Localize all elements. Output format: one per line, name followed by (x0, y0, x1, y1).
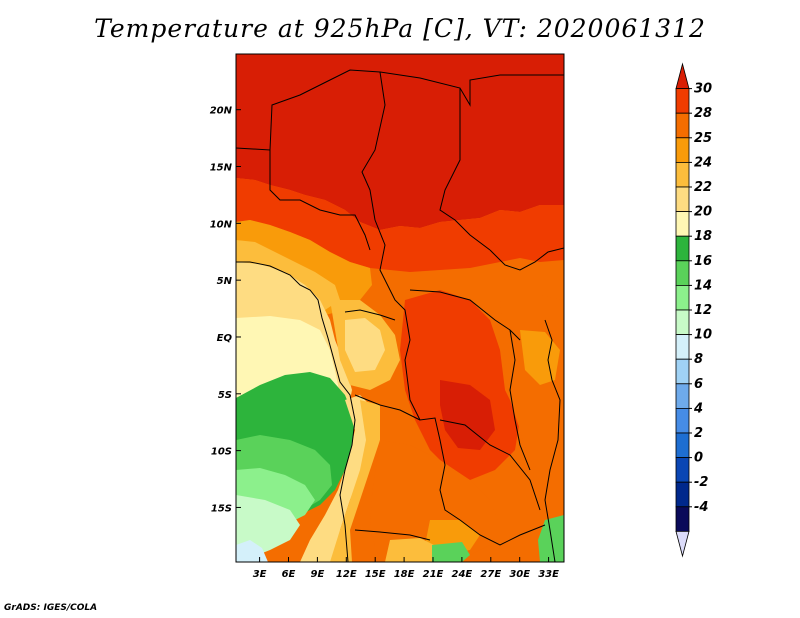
colorbar-label: 14 (694, 278, 712, 293)
colorbar-label: 10 (694, 328, 712, 343)
lon-tick-label: 18E (394, 569, 415, 580)
colorbar-label: 8 (694, 352, 703, 367)
colorbar-label: 24 (694, 155, 712, 170)
map-frame (235, 53, 565, 563)
colorbar-label: 28 (694, 106, 712, 121)
colorbar-swatch (675, 284, 690, 311)
colorbar-label: 22 (694, 180, 712, 195)
lat-tick-label: 15N (210, 163, 233, 174)
colorbar-swatch (675, 358, 690, 385)
colorbar-label: 4 (693, 401, 703, 416)
colorbar-label: 0 (694, 451, 703, 466)
lat-tick-label: 10S (211, 447, 232, 458)
lat-tick-label: 5N (217, 276, 233, 287)
colorbar-label: 16 (694, 254, 712, 269)
lon-tick-label: 9E (310, 569, 324, 580)
map-title: Temperature at 925hPa [C], VT: 202006131… (94, 14, 706, 43)
colorbar-swatch (675, 432, 690, 459)
lon-tick-label: 30E (509, 569, 530, 580)
colorbar-label: -2 (694, 475, 708, 490)
colorbar-swatch (675, 88, 690, 114)
colorbar-swatch (675, 186, 690, 213)
colorbar-label: 25 (694, 131, 712, 146)
colorbar-swatch (675, 407, 690, 434)
colorbar-swatch (675, 531, 690, 558)
colorbar-swatch (675, 309, 690, 336)
lon-tick-label: 15E (365, 569, 386, 580)
lon-tick-label: 3E (253, 569, 267, 580)
lat-tick-label: 20N (210, 106, 233, 117)
colorbar-swatch (675, 383, 690, 409)
colorbar-swatch (675, 506, 690, 532)
colorbar-label: -4 (694, 500, 708, 515)
lon-tick-label: 12E (336, 569, 357, 580)
lat-tick-label: 5S (218, 390, 232, 401)
temperature-field (236, 54, 564, 562)
colorbar-label: 12 (694, 303, 712, 318)
lat-tick-label: 10N (210, 219, 233, 230)
latitude-ticks: 20N 15N 10N 5N EQ 5S 10S 15S (210, 106, 241, 514)
colorbar-swatch (675, 334, 690, 360)
colorbar-label: 18 (694, 229, 712, 244)
colorbar-label: 20 (694, 205, 712, 220)
longitude-ticks: 3E 6E 9E 12E 15E 18E 21E 24E 27E 30E 33E (253, 557, 559, 580)
colorbar-swatch (675, 161, 690, 188)
lat-tick-label: EQ (217, 333, 233, 344)
colorbar-swatch (675, 62, 690, 89)
credit-label: GrADS: IGES/COLA (4, 603, 98, 613)
colorbar-label: 2 (694, 426, 703, 441)
colorbar-swatch (675, 260, 690, 286)
lon-tick-label: 27E (480, 569, 501, 580)
colorbar-swatch (675, 211, 690, 237)
lon-tick-label: 24E (452, 569, 473, 580)
colorbar-swatch (675, 235, 690, 262)
colorbar-swatch (675, 457, 690, 483)
colorbar-label: 30 (694, 82, 712, 97)
country-borders (236, 69, 564, 562)
lon-tick-label: 33E (538, 569, 559, 580)
colorbar-label: 6 (694, 377, 703, 392)
lat-tick-label: 15S (211, 503, 232, 514)
lon-tick-label: 21E (423, 569, 444, 580)
lon-tick-label: 6E (282, 569, 296, 580)
colorbar-swatch (675, 112, 690, 139)
colorbar-swatch (675, 137, 690, 163)
colorbar-swatch (675, 481, 690, 508)
